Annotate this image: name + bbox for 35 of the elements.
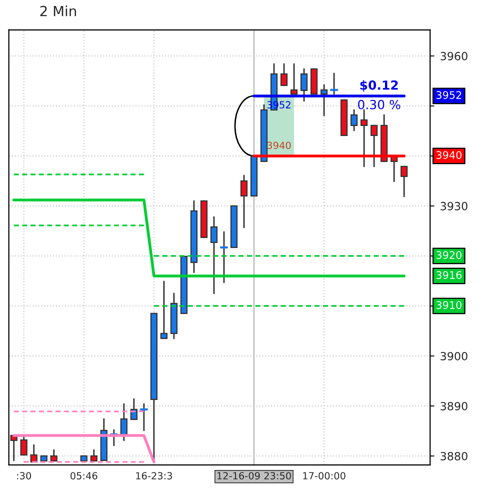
candlestick xyxy=(160,280,168,340)
candlestick xyxy=(320,84,328,116)
candlestick xyxy=(360,109,368,168)
text: 3952 xyxy=(436,91,462,99)
candlestick xyxy=(330,72,338,95)
annotation: $0.12 xyxy=(360,80,398,92)
annotation: 0.30 % xyxy=(358,100,400,110)
y-tick-label: 3960 xyxy=(440,52,468,60)
text: 3910 xyxy=(436,301,462,309)
candlestick xyxy=(300,68,308,102)
y-tick-label: 3900 xyxy=(440,352,468,360)
candlestick xyxy=(50,449,58,462)
candlestick xyxy=(280,63,288,86)
candlestick xyxy=(350,109,358,132)
x-tick-label: 05:46 xyxy=(70,472,98,480)
candlestick xyxy=(290,63,298,95)
candlestick xyxy=(370,124,378,168)
text: 3916 xyxy=(436,271,462,279)
text: 3920 xyxy=(436,251,462,259)
y-tick-label: 3880 xyxy=(440,452,468,460)
x-tick-label: :30 xyxy=(17,472,32,480)
chart-title: 2 Min xyxy=(40,6,76,16)
candlestick xyxy=(90,449,98,462)
x-tick-label: 12-16-09 23:50 xyxy=(217,472,291,480)
candlestick xyxy=(400,166,408,198)
candlestick xyxy=(140,403,148,432)
y-tick-label: 3930 xyxy=(440,202,468,210)
text: 3940 xyxy=(436,151,462,159)
candlestick xyxy=(220,231,228,284)
candlestick xyxy=(20,434,28,456)
x-tick-label: 17-00:00 xyxy=(303,472,346,480)
candlestick xyxy=(210,216,218,294)
x-tick-label: 16-23:3 xyxy=(136,472,172,480)
y-tick-label: 3890 xyxy=(440,402,468,410)
candlestick xyxy=(240,174,248,228)
